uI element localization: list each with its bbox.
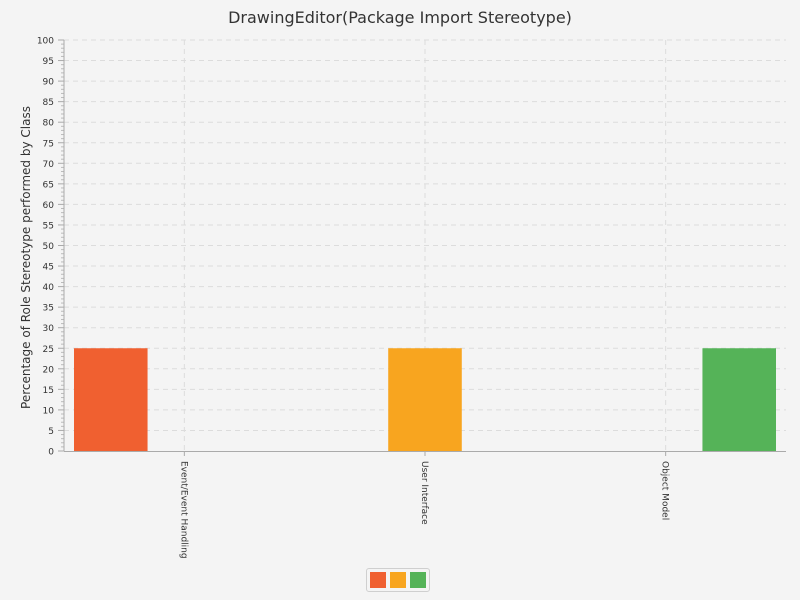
y-tick-label: 65 xyxy=(43,180,54,190)
y-tick-label: 0 xyxy=(48,448,54,458)
y-tick-label: 95 xyxy=(43,57,54,67)
y-tick-label: 85 xyxy=(43,98,54,108)
y-tick-label: 10 xyxy=(43,406,55,416)
y-tick-label: 15 xyxy=(43,386,54,396)
x-tick-label: User Interface xyxy=(419,461,429,525)
legend-swatch xyxy=(390,572,406,588)
chart-title: DrawingEditor(Package Import Stereotype) xyxy=(228,8,572,27)
y-tick-label: 75 xyxy=(43,139,54,149)
legend xyxy=(366,568,430,592)
x-tick-label: Event/Event Handling xyxy=(178,461,188,559)
bar xyxy=(388,348,462,451)
legend-swatch xyxy=(370,572,386,588)
y-tick-label: 40 xyxy=(43,283,55,293)
y-tick-label: 5 xyxy=(48,427,54,437)
y-tick-label: 35 xyxy=(43,304,54,314)
y-tick-label: 80 xyxy=(43,119,55,129)
y-tick-label: 50 xyxy=(43,242,55,252)
y-tick-label: 55 xyxy=(43,221,54,231)
y-tick-label: 20 xyxy=(43,365,55,375)
y-tick-label: 90 xyxy=(43,78,55,88)
y-axis-label: Percentage of Role Stereotype performed … xyxy=(19,106,33,409)
x-tick-label: Object Model xyxy=(660,461,670,520)
y-tick-label: 25 xyxy=(43,345,54,355)
bar xyxy=(702,348,776,451)
y-tick-label: 30 xyxy=(43,324,55,334)
bar xyxy=(74,348,148,451)
y-tick-label: 45 xyxy=(43,263,54,273)
y-tick-label: 100 xyxy=(37,37,54,47)
y-tick-label: 70 xyxy=(43,160,55,170)
legend-swatch xyxy=(410,572,426,588)
y-tick-label: 60 xyxy=(43,201,55,211)
